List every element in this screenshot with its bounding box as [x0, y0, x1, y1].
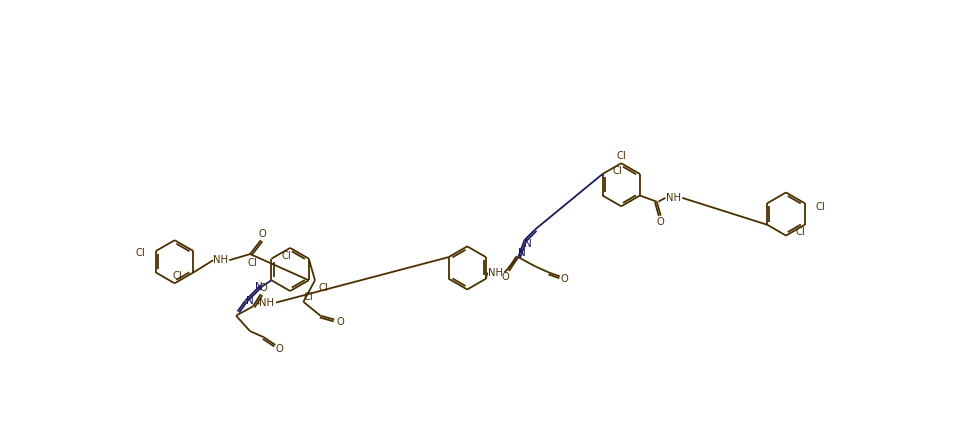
Text: O: O [275, 344, 283, 354]
Text: NH: NH [259, 298, 274, 307]
Text: Cl: Cl [795, 227, 805, 237]
Text: O: O [656, 218, 664, 228]
Text: N: N [518, 248, 526, 258]
Text: O: O [337, 317, 344, 327]
Text: Cl: Cl [281, 251, 292, 261]
Text: N: N [255, 282, 263, 292]
Text: N: N [246, 296, 254, 306]
Text: NH: NH [487, 268, 503, 278]
Text: Cl: Cl [815, 202, 825, 212]
Text: Cl: Cl [613, 166, 622, 176]
Text: Cl: Cl [135, 248, 145, 258]
Text: Cl: Cl [247, 258, 258, 268]
Text: N: N [525, 239, 532, 249]
Text: O: O [561, 274, 569, 284]
Text: O: O [502, 272, 509, 282]
Text: O: O [259, 229, 267, 239]
Text: NH: NH [213, 255, 228, 265]
Text: Cl: Cl [172, 271, 182, 281]
Text: NH: NH [667, 193, 681, 203]
Text: O: O [259, 283, 267, 293]
Text: Cl: Cl [318, 283, 329, 293]
Text: Cl: Cl [617, 150, 626, 160]
Text: Cl: Cl [304, 292, 314, 302]
